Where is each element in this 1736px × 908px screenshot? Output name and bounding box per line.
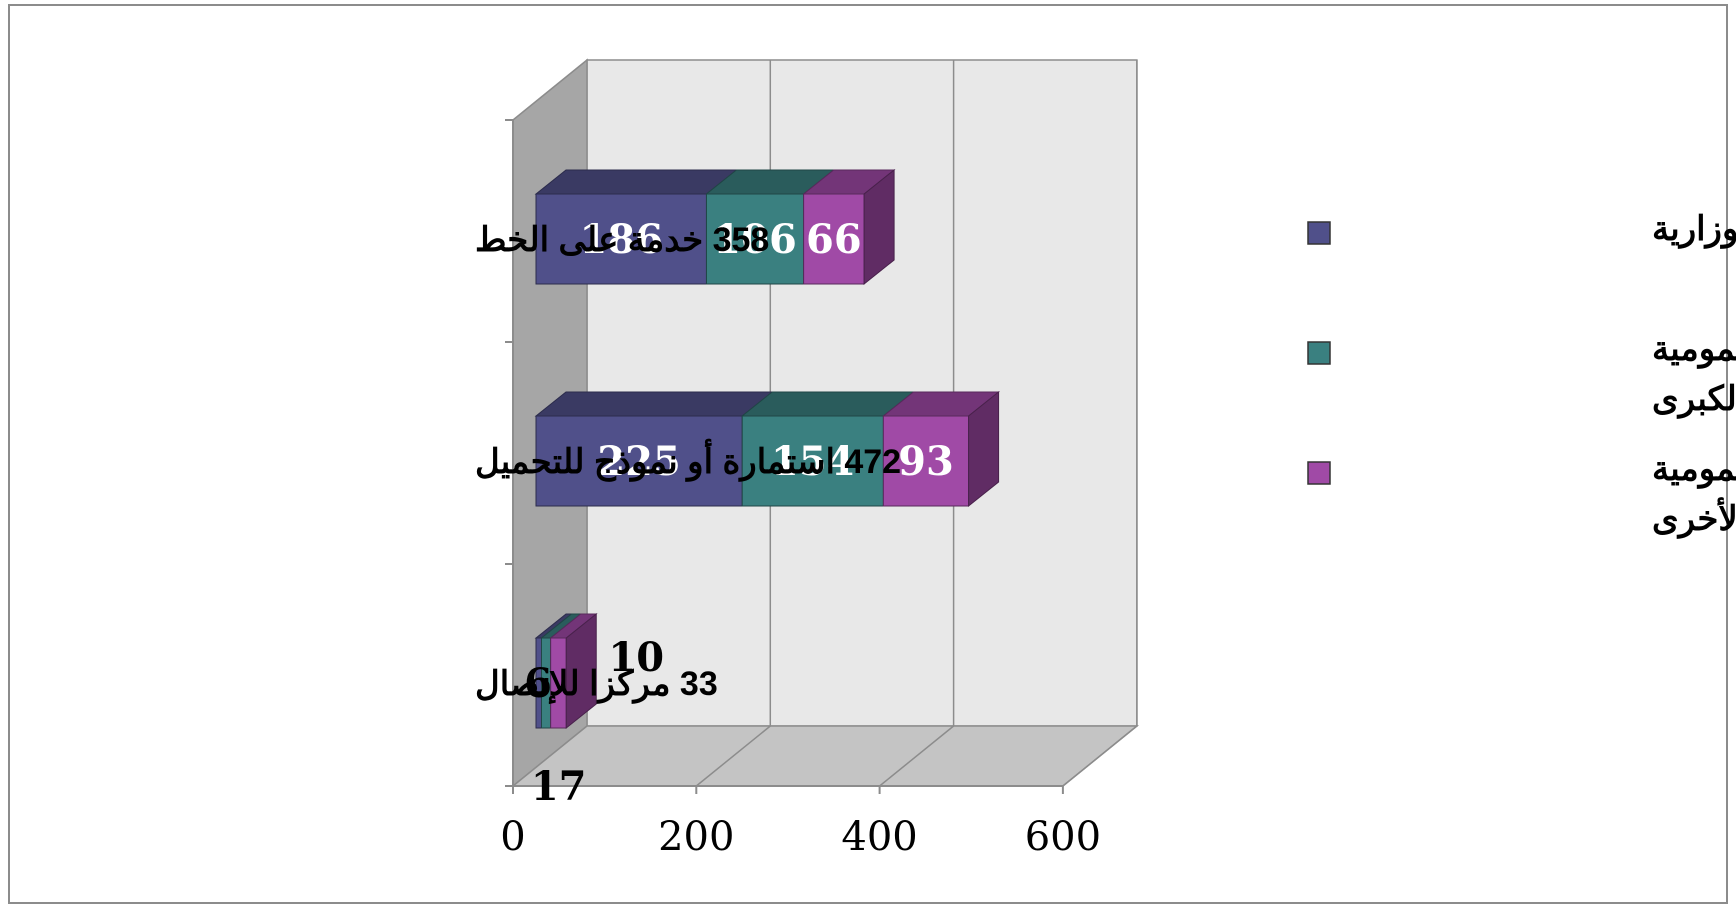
floor-gridline-200	[695, 725, 771, 787]
data-label-0-0: 186	[579, 216, 663, 263]
legend-swatch-1	[1307, 341, 1331, 365]
bar-segment-1-0	[535, 415, 743, 507]
bar-side-2	[565, 612, 597, 730]
data-label-2-1: 10	[608, 634, 664, 681]
x-tick-label-400: 400	[841, 814, 917, 860]
floor	[510, 725, 1140, 787]
x-tick-label-200: 200	[658, 814, 734, 860]
data-label-1-1: 154	[771, 438, 855, 485]
bar-segment-1-2	[882, 415, 970, 507]
chart-frame	[8, 4, 1728, 904]
data-label-2-0: 6	[524, 660, 552, 707]
legend-label-1: المؤسسات العموميةالكبرى	[1652, 330, 1736, 419]
bar-segment-0-1	[705, 193, 805, 285]
data-labels-group: 186 106 66 225 154 93 6 10 17	[524, 216, 954, 810]
floor-gridline-400	[879, 725, 955, 787]
x-tick-label-0: 0	[500, 814, 525, 860]
bar-segment-0-0	[535, 193, 707, 285]
bar-side-0	[863, 168, 895, 286]
category-label-2: 33 مركزا للإتصال	[475, 665, 718, 704]
x-tick-label-600: 600	[1025, 814, 1101, 860]
floor-gridline-600	[1062, 725, 1138, 787]
bar-segment-1-1	[741, 415, 884, 507]
bar-top-1-0	[534, 391, 774, 417]
data-label-0-1: 106	[713, 216, 797, 263]
bar-top-0-0	[534, 169, 738, 195]
axis-lines	[505, 119, 1064, 794]
x-tick-labels: 0 200 400 600	[500, 814, 1101, 860]
bar-segment-0-2	[803, 193, 865, 285]
legend-swatch-0	[1307, 221, 1331, 245]
data-label-1-0: 225	[597, 438, 681, 485]
bar-side-1	[968, 390, 1000, 508]
data-label-0-2: 66	[806, 216, 862, 263]
bars-group	[534, 168, 1001, 730]
data-label-2-2: 17	[531, 763, 587, 810]
category-label-1: 472 استمارة أو نموذج للتحميل	[475, 439, 901, 482]
legend-swatch-2	[1307, 461, 1331, 485]
category-labels: 358 خدمة على الخط 472 استمارة أو نموذج لل…	[475, 221, 901, 704]
legend-label-2: المؤسسات العموميةالأخرى	[1652, 450, 1736, 539]
data-label-1-2: 93	[898, 438, 954, 485]
category-label-0: 358 خدمة على الخط	[475, 221, 769, 259]
